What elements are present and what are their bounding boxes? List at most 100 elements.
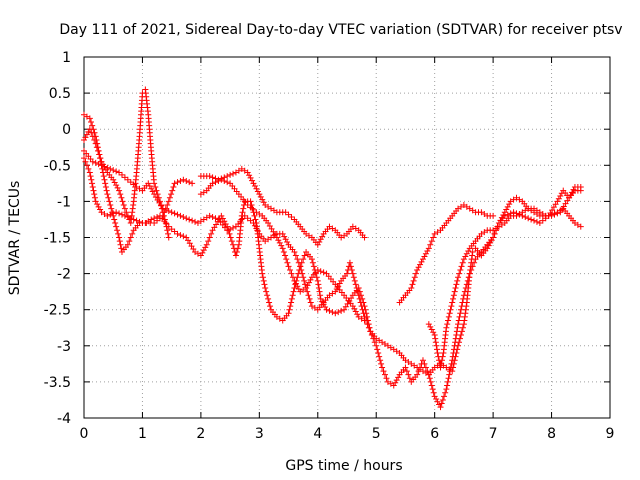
data-point-marker: [314, 241, 321, 248]
data-point-marker: [451, 357, 458, 364]
data-point-marker: [315, 281, 322, 288]
data-point-marker: [180, 176, 187, 183]
data-point-marker: [197, 252, 204, 259]
data-point-marker: [456, 335, 463, 342]
data-point-marker: [276, 239, 283, 246]
data-point-marker: [91, 194, 98, 201]
y-tick-label: 0.5: [49, 86, 71, 102]
series-4: [81, 147, 584, 378]
data-point-marker: [303, 285, 310, 292]
data-point-marker: [317, 268, 324, 275]
data-point-marker: [81, 137, 87, 144]
data-point-marker: [349, 270, 356, 277]
data-point-marker: [314, 277, 321, 284]
data-point-marker: [453, 281, 460, 288]
data-point-marker: [453, 328, 460, 335]
data-point-marker: [116, 238, 123, 245]
data-point-marker: [259, 196, 266, 203]
data-point-marker: [104, 212, 111, 219]
y-tick-label: -2: [57, 267, 71, 283]
data-point-marker: [439, 353, 446, 360]
data-point-marker: [107, 165, 114, 172]
series-7: [396, 202, 497, 306]
data-point-marker: [136, 218, 143, 225]
data-point-marker: [451, 288, 458, 295]
data-point-marker: [428, 238, 435, 245]
y-tick-label: -1: [57, 194, 71, 210]
data-point-marker: [465, 248, 472, 255]
plot-frame: [83, 56, 611, 419]
data-point-marker: [86, 169, 93, 176]
x-tick-label: 9: [606, 426, 615, 442]
data-point-marker: [234, 245, 241, 252]
data-point-marker: [86, 126, 93, 133]
data-point-marker: [304, 282, 311, 289]
data-point-marker: [445, 375, 452, 382]
data-point-marker: [164, 227, 171, 234]
data-point-marker: [153, 187, 160, 194]
data-point-marker: [264, 292, 271, 299]
data-point-marker: [159, 212, 166, 219]
data-point-marker: [301, 277, 308, 284]
data-point-marker: [83, 162, 90, 169]
data-point-marker: [278, 242, 285, 249]
data-point-marker: [254, 188, 261, 195]
data-point-marker: [282, 252, 289, 259]
data-point-marker: [89, 180, 96, 187]
data-point-marker: [459, 259, 466, 266]
data-point-marker: [295, 259, 302, 266]
data-point-marker: [103, 187, 110, 194]
data-point-marker: [390, 382, 397, 389]
data-point-marker: [412, 270, 419, 277]
data-point-marker: [427, 378, 434, 385]
data-point-marker: [405, 371, 412, 378]
data-point-marker: [180, 233, 187, 240]
data-point-marker: [428, 382, 435, 389]
data-point-marker: [105, 194, 112, 201]
data-point-marker: [89, 158, 96, 165]
data-point-marker: [427, 323, 434, 330]
data-point-marker: [287, 266, 294, 273]
data-point-marker: [186, 216, 193, 223]
data-point-marker: [91, 137, 98, 144]
data-point-marker: [326, 307, 333, 314]
data-point-marker: [186, 179, 193, 186]
data-point-marker: [108, 205, 115, 212]
data-point-marker: [419, 256, 426, 263]
data-point-marker: [123, 209, 130, 216]
data-point-marker: [294, 283, 301, 290]
data-point-marker: [165, 208, 172, 215]
data-point-marker: [224, 179, 231, 186]
data-point-marker: [457, 266, 464, 273]
x-tick-label: 6: [430, 426, 439, 442]
data-point-marker: [127, 215, 134, 222]
data-point-marker: [408, 285, 415, 292]
data-point-marker: [557, 192, 564, 199]
data-point-marker: [454, 324, 461, 331]
x-tick-label: 5: [372, 426, 381, 442]
data-point-marker: [111, 179, 118, 186]
data-point-marker: [314, 266, 321, 273]
data-point-marker: [450, 364, 457, 371]
data-point-marker: [449, 299, 456, 306]
data-point-marker: [161, 216, 168, 223]
data-point-marker: [259, 274, 266, 281]
data-point-marker: [240, 205, 247, 212]
data-point-marker: [449, 368, 456, 375]
data-point-marker: [409, 281, 416, 288]
data-point-marker: [260, 199, 267, 206]
data-point-marker: [381, 371, 388, 378]
data-point-marker: [297, 263, 304, 270]
data-point-marker: [113, 168, 120, 175]
data-point-marker: [403, 368, 410, 375]
data-point-marker: [484, 245, 491, 252]
data-point-marker: [251, 183, 258, 190]
data-point-marker: [200, 247, 207, 254]
data-point-marker: [317, 236, 324, 243]
data-point-marker: [577, 223, 584, 230]
data-point-marker: [287, 303, 294, 310]
data-point-marker: [93, 144, 100, 151]
data-point-marker: [244, 169, 251, 176]
data-point-marker: [205, 238, 212, 245]
